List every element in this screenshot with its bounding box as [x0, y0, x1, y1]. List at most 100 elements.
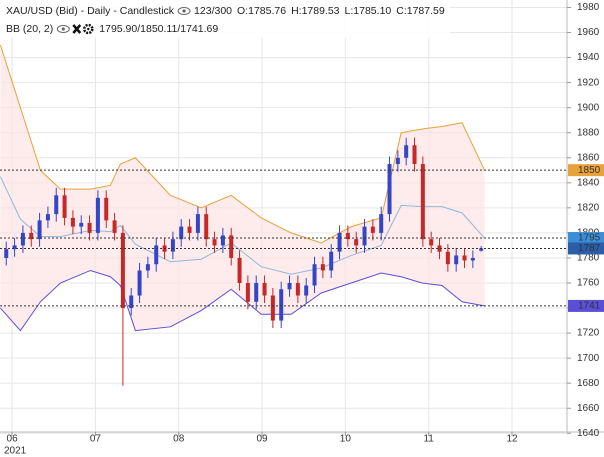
candle-body: [145, 264, 150, 271]
price-tag-label: 1787: [578, 243, 601, 254]
candle-body: [12, 245, 17, 250]
candle-body: [229, 235, 234, 258]
candle-body: [120, 232, 125, 309]
candle-body: [287, 282, 292, 290]
x-tick-label: 07: [90, 434, 102, 445]
candle-body: [454, 255, 459, 265]
candle-body: [87, 222, 92, 233]
y-tick-label: 1920: [577, 77, 600, 88]
candle-body: [279, 289, 284, 321]
candle-body: [429, 239, 434, 246]
candle-body: [312, 264, 317, 286]
band-lower: [0, 269, 485, 332]
candle-body: [395, 157, 400, 165]
y-tick-label: 1840: [577, 177, 600, 188]
x-tick-label: 11: [423, 434, 434, 445]
candle-body: [387, 164, 392, 215]
candle-body: [129, 295, 134, 309]
y-tick-label: 1980: [577, 2, 600, 13]
candle-body: [245, 282, 250, 302]
x-tick-label: 09: [256, 434, 268, 445]
x-tick-label: 08: [173, 434, 185, 445]
remove-icon[interactable]: [72, 24, 82, 34]
y-tick-label: 1780: [577, 253, 600, 264]
candle-body: [479, 248, 484, 251]
candle-body: [379, 214, 384, 233]
x-tick-label: 10: [340, 434, 352, 445]
eye-icon[interactable]: [177, 7, 191, 15]
indicator-controls: [56, 23, 94, 35]
candle-body: [270, 295, 275, 321]
ohlc-label: L:1785.10: [345, 5, 392, 17]
candle-body: [45, 214, 50, 221]
candle-body: [79, 222, 84, 227]
candle-body: [195, 214, 200, 233]
candle-body: [112, 220, 117, 233]
candle-body: [354, 239, 359, 246]
candle-body: [154, 245, 159, 265]
candle-body: [62, 195, 67, 218]
candle-body: [37, 220, 42, 240]
indicator-name: BB (20, 2): [6, 23, 53, 35]
candle-body: [70, 217, 75, 227]
price-tag: [568, 164, 604, 177]
y-tick-label: 1680: [577, 378, 600, 389]
candle-body: [370, 226, 375, 233]
ohlc-label: H:1789.53: [291, 5, 340, 17]
ohlc-label: C:1787.59: [396, 5, 445, 17]
plot-area: [0, 0, 567, 434]
candle-body: [329, 251, 334, 271]
candle-body: [54, 195, 59, 215]
candle-body: [345, 232, 350, 240]
candle-body: [20, 232, 25, 246]
candle-body: [337, 232, 342, 252]
y-tick-label: 1760: [577, 278, 600, 289]
ohlc-label: O:1785.76: [237, 5, 286, 17]
candle-body: [362, 226, 367, 246]
price-tag: [568, 299, 604, 312]
y-tick-label: 1640: [577, 428, 600, 439]
candle-body: [4, 249, 9, 258]
price-tag-label: 1795: [578, 233, 601, 244]
y-tick-label: 1900: [577, 102, 600, 113]
y-tick-label: 1880: [577, 127, 600, 138]
y-tick-label: 1940: [577, 52, 600, 63]
price-tag: [568, 242, 604, 255]
y-tick-label: 1820: [577, 203, 600, 214]
candle-body: [220, 235, 225, 246]
indicator-values: 1795.90/1850.11/1741.69: [99, 23, 218, 35]
band-upper: [0, 44, 485, 244]
candle-body: [254, 282, 259, 302]
candle-body: [170, 239, 175, 252]
candle-body: [304, 285, 309, 296]
year-label: 2021: [4, 446, 27, 457]
candle-body: [295, 282, 300, 296]
y-tick-label: 1960: [577, 27, 600, 38]
candle-body: [212, 239, 217, 246]
candle-body: [179, 226, 184, 240]
price-tag-label: 1850: [578, 165, 601, 176]
x-tick-label: 06: [7, 434, 19, 445]
candle-body: [104, 197, 109, 221]
x-tick-label: 12: [506, 434, 518, 445]
candle-body: [29, 232, 34, 240]
settings-icon[interactable]: [83, 23, 94, 35]
candle-body: [137, 270, 142, 296]
price-tag-label: 1741: [578, 301, 601, 312]
candle-body: [404, 145, 409, 158]
candle-body: [204, 214, 209, 240]
y-tick-label: 1660: [577, 403, 600, 414]
candle-body: [445, 251, 450, 265]
chart-title: XAU/USD (Bid) - Daily - Candlestick: [6, 5, 175, 17]
candle-body: [262, 282, 267, 296]
candle-body: [420, 164, 425, 240]
candle-body: [320, 264, 325, 271]
y-tick-label: 1720: [577, 328, 600, 339]
bar-counter: 123/300: [194, 5, 232, 17]
price-tag: [568, 232, 604, 245]
y-tick-label: 1860: [577, 152, 600, 163]
candle-body: [470, 257, 475, 261]
candle-body: [412, 145, 417, 165]
eye-icon[interactable]: [56, 25, 70, 33]
